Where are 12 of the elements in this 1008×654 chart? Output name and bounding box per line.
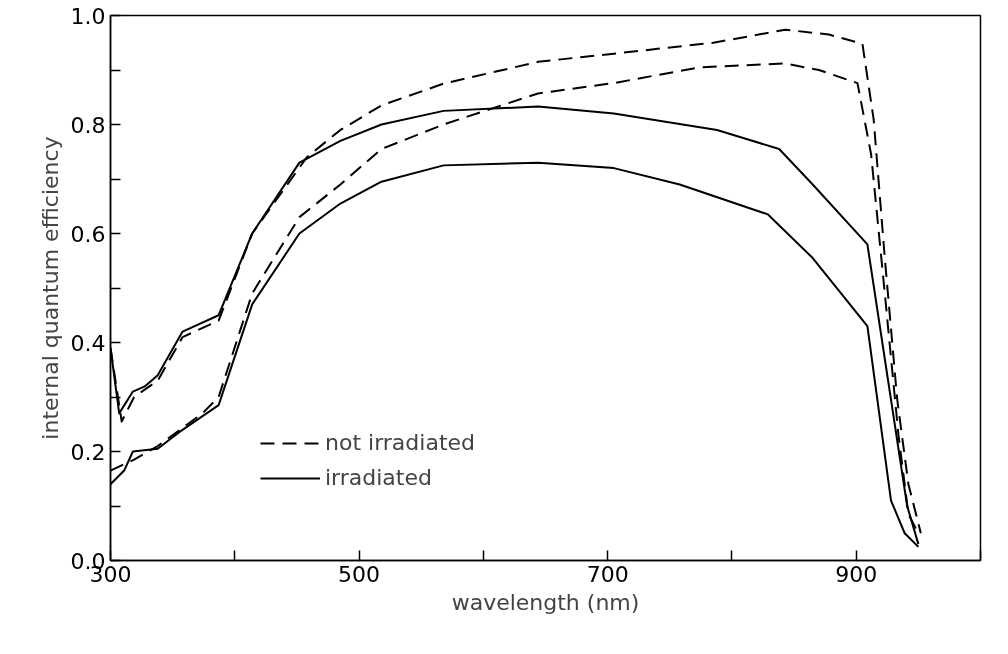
- legend-label: irradiated: [325, 465, 432, 490]
- y-axis-title: internal quantum efficiency: [37, 136, 63, 440]
- legend-label: not irradiated: [325, 430, 476, 455]
- y-tick-label: 0.6: [70, 221, 106, 247]
- x-axis-title: wavelength (nm): [451, 589, 640, 615]
- x-tick-label: 500: [338, 561, 381, 587]
- y-tick-label: 0.2: [70, 439, 106, 465]
- x-tick-label: 700: [586, 561, 629, 587]
- y-tick-label: 0.8: [70, 112, 106, 138]
- y-tick-label: 0.4: [70, 330, 106, 356]
- y-tick-label: 1.0: [70, 3, 106, 29]
- x-tick-label: 900: [835, 561, 878, 587]
